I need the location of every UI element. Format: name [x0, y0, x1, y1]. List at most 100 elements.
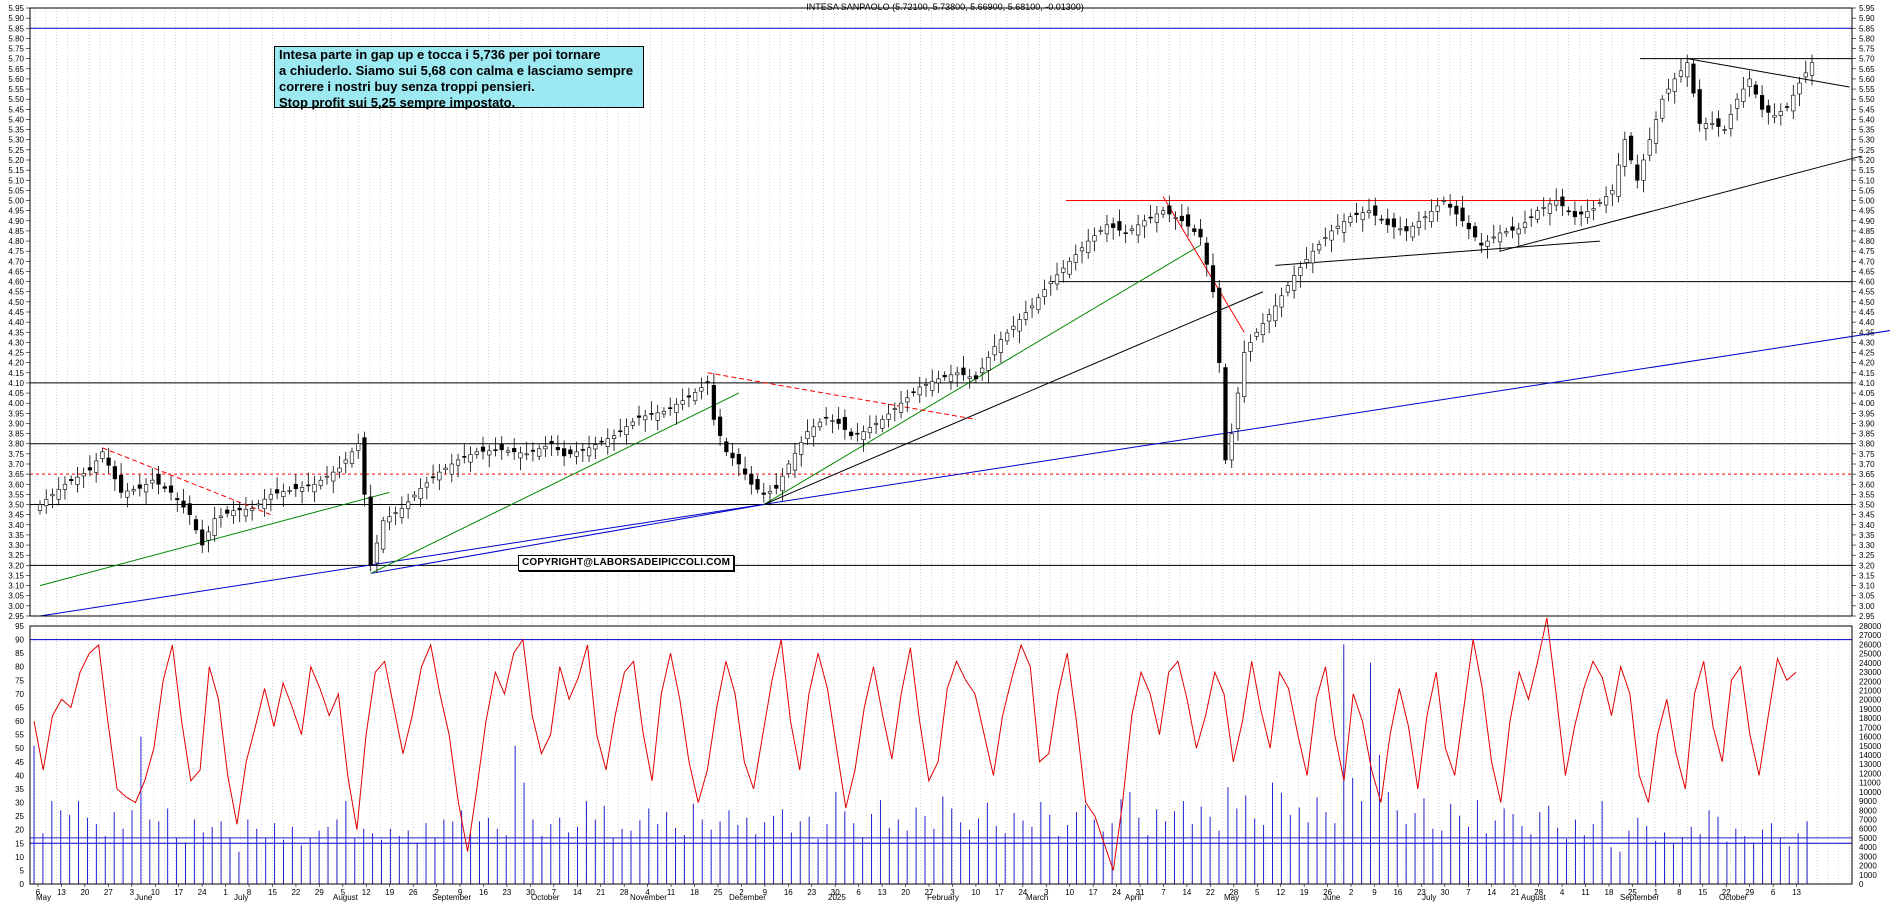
price-tick-label: 4.00	[8, 399, 24, 408]
candle-body	[892, 408, 897, 410]
trend-line	[1499, 155, 1863, 252]
candle-body	[1772, 115, 1777, 118]
price-tick-label: 3.90	[1859, 419, 1875, 428]
price-tick-label: 3.55	[8, 490, 24, 499]
x-day-label: 23	[502, 888, 511, 897]
price-tick-label: 5.60	[8, 75, 24, 84]
x-day-label: 20	[901, 888, 910, 897]
candle-body	[1504, 231, 1509, 234]
candle-body	[618, 430, 623, 433]
candle-body	[1366, 210, 1372, 213]
candle-body	[1797, 82, 1802, 95]
candle-body	[474, 451, 479, 455]
x-day-label: 7	[1466, 888, 1471, 897]
candle-body	[449, 463, 454, 475]
x-day-label: 9	[458, 888, 463, 897]
price-tick-label: 4.60	[8, 278, 24, 287]
price-tick-label: 3.65	[8, 470, 24, 479]
candle-body	[387, 516, 392, 523]
uptrend-line	[370, 504, 764, 574]
price-tick-label: 4.55	[1859, 288, 1875, 297]
price-tick-label: 5.00	[1859, 197, 1875, 206]
x-month-label: August	[1521, 893, 1547, 902]
volume-tick-label: 12000	[1859, 769, 1882, 778]
candle-body	[842, 417, 847, 430]
candle-body	[1722, 129, 1727, 131]
volume-tick-label: 18000	[1859, 714, 1882, 723]
x-day-label: 24	[1018, 888, 1027, 897]
candle-body	[1360, 212, 1365, 220]
price-tick-label: 3.60	[8, 480, 24, 489]
candle-body	[774, 484, 779, 489]
annotation-box: Intesa parte in gap up e tocca i 5,736 p…	[274, 46, 644, 110]
price-tick-label: 5.85	[1859, 24, 1875, 33]
x-day-label: 29	[1745, 888, 1754, 897]
candle-body	[1079, 247, 1085, 252]
candle-body	[150, 479, 155, 484]
candle-body	[518, 452, 523, 459]
candle-body	[1323, 237, 1328, 239]
candle-body	[836, 418, 841, 424]
price-tick-label: 3.95	[1859, 409, 1875, 418]
candle-body	[524, 453, 529, 456]
price-tick-label: 4.20	[8, 359, 24, 368]
candle-body	[942, 374, 947, 378]
candle-body	[119, 474, 124, 493]
price-tick-label: 4.25	[8, 349, 24, 358]
x-day-label: 4	[645, 888, 650, 897]
volume-tick-label: 16000	[1859, 733, 1882, 742]
candle-body	[1579, 211, 1584, 215]
price-tick-label: 5.20	[8, 156, 24, 165]
candle-body	[480, 446, 486, 452]
candle-body	[1136, 224, 1141, 236]
x-day-label: 6	[36, 888, 41, 897]
candle-body	[693, 392, 698, 402]
price-tick-label: 5.40	[1859, 115, 1875, 124]
price-tick-label: 3.65	[1859, 470, 1875, 479]
candle-body	[1784, 106, 1790, 108]
candle-body	[1204, 242, 1209, 265]
price-tick-label: 5.70	[8, 55, 24, 64]
volume-tick-label: 11000	[1859, 779, 1881, 788]
x-day-label: 12	[1276, 888, 1285, 897]
x-day-label: 18	[1605, 888, 1614, 897]
x-day-label: 28	[620, 888, 629, 897]
candle-body	[805, 431, 810, 440]
x-day-label: 13	[878, 888, 887, 897]
oscillator-tick-label: 40	[15, 771, 24, 780]
price-tick-label: 4.60	[1859, 278, 1875, 287]
downtrend-line-red	[1162, 196, 1245, 333]
x-day-label: 10	[151, 888, 160, 897]
volume-tick-label: 13000	[1859, 760, 1882, 769]
candle-body	[412, 494, 417, 498]
candle-body	[749, 473, 754, 485]
candle-body	[1560, 196, 1565, 207]
candle-body	[106, 457, 111, 466]
candle-body	[537, 448, 542, 457]
candle-body	[699, 387, 704, 392]
candle-body	[44, 499, 49, 507]
volume-tick-label: 24000	[1859, 659, 1882, 668]
x-day-label: 27	[104, 888, 113, 897]
price-tick-label: 4.65	[8, 267, 24, 276]
oscillator-tick-label: 80	[15, 663, 24, 672]
price-tick-label: 4.50	[8, 298, 24, 307]
candle-body	[1254, 331, 1259, 337]
x-day-label: 30	[1440, 888, 1449, 897]
candle-body	[824, 416, 829, 419]
candle-body	[674, 403, 679, 413]
price-tick-label: 3.20	[8, 561, 24, 570]
candle-body	[237, 507, 242, 511]
candle-body	[218, 515, 224, 518]
candle-body	[268, 494, 273, 500]
price-tick-label: 3.25	[1859, 551, 1875, 560]
candle-body	[168, 485, 174, 493]
oscillator-tick-label: 55	[15, 731, 24, 740]
chart-title: INTESA SANPAOLO (5.72100, 5.73800, 5.669…	[806, 2, 1084, 12]
candle-body	[1678, 70, 1684, 77]
x-month-label: June	[135, 893, 153, 902]
price-tick-label: 4.30	[1859, 338, 1875, 347]
candle-body	[206, 531, 211, 541]
trend-line	[1275, 240, 1600, 266]
oscillator-tick-label: 45	[15, 758, 24, 767]
